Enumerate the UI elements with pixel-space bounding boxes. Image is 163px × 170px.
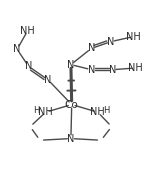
Text: N: N (88, 65, 95, 75)
Text: N: N (109, 65, 116, 75)
Text: Co: Co (65, 100, 79, 109)
Text: NH: NH (90, 107, 105, 117)
Text: N: N (67, 60, 75, 70)
Text: H: H (104, 106, 110, 115)
Text: N: N (88, 44, 95, 53)
Text: N: N (107, 37, 115, 47)
Text: H: H (33, 106, 40, 115)
Text: NH: NH (126, 32, 141, 41)
Text: NH: NH (38, 107, 53, 117)
Text: NH: NH (128, 63, 143, 73)
Text: N: N (44, 75, 52, 85)
Text: N: N (13, 44, 21, 54)
Text: NH: NH (20, 26, 35, 36)
Text: N: N (67, 134, 75, 143)
Text: N: N (25, 61, 32, 71)
